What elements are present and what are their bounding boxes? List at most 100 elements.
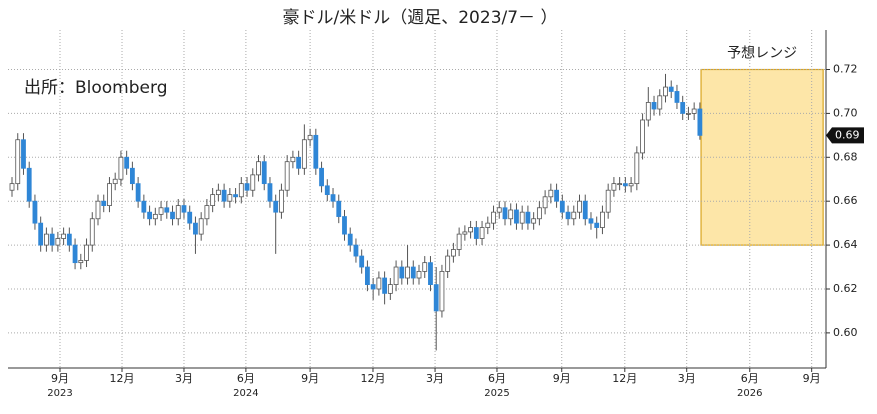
forecast-label: 予想レンジ <box>727 46 797 62</box>
candle-body <box>284 161 290 191</box>
candle-body <box>187 211 193 224</box>
candle-body <box>250 174 256 191</box>
y-tick-label: 0.72 <box>833 63 858 76</box>
x-tick-label: 9月 <box>803 372 821 385</box>
candle-body <box>204 205 210 220</box>
candle-body <box>112 178 118 185</box>
candle-body <box>152 213 158 220</box>
candle-body <box>124 156 130 169</box>
candle-body <box>198 218 204 235</box>
candle-body <box>301 139 307 169</box>
candle-body <box>307 134 313 141</box>
candle-body <box>519 211 525 224</box>
year-label: 2023 <box>47 388 72 399</box>
candle-body <box>479 227 485 239</box>
candle-body <box>450 249 456 257</box>
candle-body <box>170 211 175 220</box>
x-tick-label: 9月 <box>51 372 69 385</box>
candle-body <box>210 194 216 206</box>
candle-body <box>342 216 347 235</box>
candle-body <box>571 211 577 220</box>
candle-body <box>594 222 600 228</box>
x-tick-label: 12月 <box>612 372 637 385</box>
candle-body <box>600 211 605 228</box>
candle-body <box>238 183 244 198</box>
candle-body <box>32 200 38 224</box>
candle-body <box>531 218 537 224</box>
candle-body <box>89 218 95 246</box>
x-tick-label: 3月 <box>426 372 444 385</box>
candle-body <box>428 262 433 285</box>
candle-body <box>61 233 67 239</box>
year-label: 2026 <box>737 388 762 399</box>
candle-body <box>15 139 21 185</box>
candle-body <box>66 233 72 246</box>
candle-body <box>324 185 330 196</box>
candle-body <box>175 205 181 220</box>
candle-body <box>147 211 152 220</box>
candle-body <box>622 183 628 187</box>
candle-body <box>605 189 611 213</box>
candle-body <box>227 194 233 202</box>
candle-body <box>261 161 267 185</box>
year-label: 2025 <box>484 388 509 399</box>
candle-body <box>433 284 439 312</box>
candle-body <box>416 271 422 279</box>
candle-body <box>353 244 359 257</box>
candle-body <box>663 86 668 97</box>
candle-body <box>129 167 135 185</box>
candle-body <box>21 139 26 169</box>
candle-body <box>525 211 531 224</box>
source-note: 出所：Bloomberg <box>24 78 167 98</box>
candle-body <box>456 233 462 250</box>
candle-body <box>640 119 645 154</box>
candle-body <box>611 183 617 191</box>
candle-body <box>319 167 324 187</box>
candle-body <box>496 207 502 213</box>
candle-body <box>399 266 405 279</box>
candle-body <box>634 152 640 185</box>
x-tick-label: 9月 <box>301 372 319 385</box>
candle-body <box>422 262 428 272</box>
candle-body <box>49 233 55 246</box>
candle-body <box>365 266 370 285</box>
candle-body <box>387 284 393 294</box>
candle-body <box>651 102 657 110</box>
candle-body <box>330 194 336 202</box>
candle-body <box>256 161 261 176</box>
candle-body <box>347 233 353 246</box>
x-tick-label: 6月 <box>741 372 759 385</box>
candle-body <box>491 211 496 224</box>
y-tick-label: 0.64 <box>833 238 858 251</box>
candle-body <box>657 95 663 110</box>
chart-title: 豪ドル/米ドル（週足、2023/7－ ） <box>283 7 558 28</box>
candle-body <box>565 211 571 220</box>
candle-body <box>582 200 588 220</box>
candle-body <box>135 183 141 202</box>
candle-body <box>193 222 198 235</box>
candle-body <box>290 156 296 163</box>
candle-body <box>686 113 691 115</box>
candle-body <box>376 277 382 290</box>
candle-body <box>445 255 451 272</box>
y-tick-label: 0.60 <box>833 326 858 339</box>
x-tick-label: 6月 <box>237 372 255 385</box>
candle-body <box>628 183 634 187</box>
candle-body <box>439 271 445 312</box>
candle-body <box>55 238 61 246</box>
candle-body <box>393 266 399 285</box>
candle-body <box>26 167 32 202</box>
y-tick-label: 0.66 <box>833 194 858 207</box>
year-label: 2024 <box>233 388 258 399</box>
candle-body <box>542 196 548 209</box>
candle-body <box>244 183 250 191</box>
candle-body <box>548 189 554 198</box>
candle-body <box>233 194 238 198</box>
candle-body <box>559 200 565 213</box>
candle-body <box>221 189 227 202</box>
candle-body <box>554 189 559 202</box>
x-tick-label: 3月 <box>175 372 193 385</box>
candle-body <box>697 108 703 136</box>
last-price-marker <box>826 127 864 144</box>
